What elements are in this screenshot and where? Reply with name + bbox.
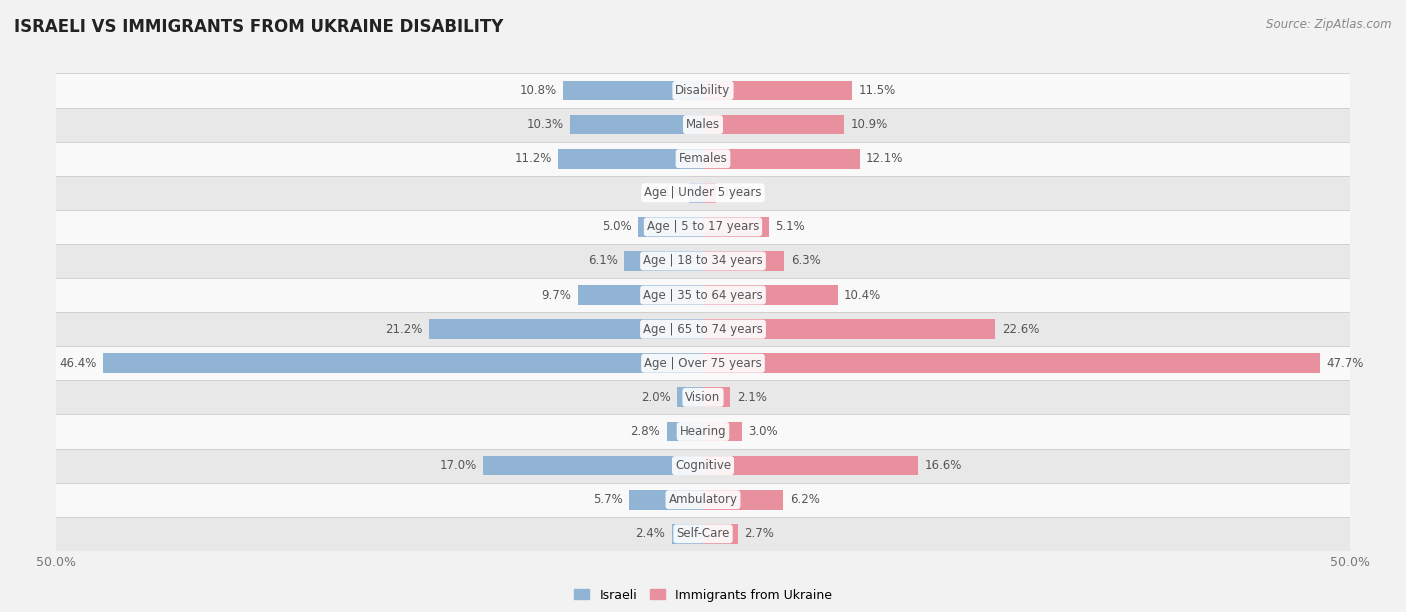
- Text: Males: Males: [686, 118, 720, 131]
- Bar: [578, 285, 703, 305]
- Text: 12.1%: 12.1%: [866, 152, 904, 165]
- Bar: [703, 285, 838, 305]
- Text: Females: Females: [679, 152, 727, 165]
- Bar: [56, 108, 1350, 141]
- Text: 2.8%: 2.8%: [630, 425, 661, 438]
- Bar: [56, 346, 1350, 380]
- Bar: [56, 73, 1350, 108]
- Text: Source: ZipAtlas.com: Source: ZipAtlas.com: [1267, 18, 1392, 31]
- Bar: [703, 183, 716, 203]
- Text: 1.1%: 1.1%: [652, 186, 682, 200]
- Bar: [703, 456, 918, 476]
- Text: 3.0%: 3.0%: [748, 425, 778, 438]
- Bar: [666, 422, 703, 441]
- Bar: [624, 251, 703, 271]
- Bar: [558, 149, 703, 168]
- Text: 11.2%: 11.2%: [515, 152, 551, 165]
- Text: 6.3%: 6.3%: [792, 255, 821, 267]
- Bar: [703, 524, 738, 543]
- Text: 2.0%: 2.0%: [641, 391, 671, 404]
- Bar: [703, 149, 859, 168]
- Text: Age | 18 to 34 years: Age | 18 to 34 years: [643, 255, 763, 267]
- Text: 1.0%: 1.0%: [723, 186, 752, 200]
- Bar: [703, 114, 844, 135]
- Text: 9.7%: 9.7%: [541, 289, 571, 302]
- Bar: [56, 517, 1350, 551]
- Bar: [56, 414, 1350, 449]
- Bar: [678, 387, 703, 407]
- Bar: [56, 483, 1350, 517]
- Text: Disability: Disability: [675, 84, 731, 97]
- Text: Cognitive: Cognitive: [675, 459, 731, 472]
- Text: 22.6%: 22.6%: [1002, 323, 1039, 335]
- Bar: [638, 217, 703, 237]
- Text: 6.2%: 6.2%: [790, 493, 820, 506]
- Text: Ambulatory: Ambulatory: [668, 493, 738, 506]
- Text: Age | 35 to 64 years: Age | 35 to 64 years: [643, 289, 763, 302]
- Text: Vision: Vision: [685, 391, 721, 404]
- Bar: [103, 353, 703, 373]
- Bar: [56, 449, 1350, 483]
- Text: 10.3%: 10.3%: [526, 118, 564, 131]
- Bar: [703, 387, 730, 407]
- Bar: [56, 210, 1350, 244]
- Text: 5.7%: 5.7%: [593, 493, 623, 506]
- Text: 6.1%: 6.1%: [588, 255, 617, 267]
- Bar: [56, 244, 1350, 278]
- Bar: [569, 114, 703, 135]
- Text: 2.4%: 2.4%: [636, 528, 665, 540]
- Bar: [672, 524, 703, 543]
- Text: 2.7%: 2.7%: [744, 528, 775, 540]
- Text: 21.2%: 21.2%: [385, 323, 422, 335]
- Text: 46.4%: 46.4%: [59, 357, 97, 370]
- Text: ISRAELI VS IMMIGRANTS FROM UKRAINE DISABILITY: ISRAELI VS IMMIGRANTS FROM UKRAINE DISAB…: [14, 18, 503, 36]
- Text: Self-Care: Self-Care: [676, 528, 730, 540]
- Bar: [429, 319, 703, 339]
- Bar: [703, 422, 742, 441]
- Text: Age | Under 5 years: Age | Under 5 years: [644, 186, 762, 200]
- Text: 47.7%: 47.7%: [1326, 357, 1364, 370]
- Bar: [56, 380, 1350, 414]
- Legend: Israeli, Immigrants from Ukraine: Israeli, Immigrants from Ukraine: [569, 584, 837, 606]
- Text: 2.1%: 2.1%: [737, 391, 766, 404]
- Text: 10.8%: 10.8%: [520, 84, 557, 97]
- Bar: [703, 81, 852, 100]
- Bar: [630, 490, 703, 510]
- Bar: [56, 176, 1350, 210]
- Text: Hearing: Hearing: [679, 425, 727, 438]
- Text: 17.0%: 17.0%: [440, 459, 477, 472]
- Bar: [484, 456, 703, 476]
- Bar: [703, 490, 783, 510]
- Text: 10.9%: 10.9%: [851, 118, 887, 131]
- Bar: [56, 278, 1350, 312]
- Text: Age | 65 to 74 years: Age | 65 to 74 years: [643, 323, 763, 335]
- Text: 5.0%: 5.0%: [602, 220, 631, 233]
- Bar: [703, 353, 1320, 373]
- Bar: [703, 251, 785, 271]
- Text: 10.4%: 10.4%: [844, 289, 882, 302]
- Bar: [689, 183, 703, 203]
- Bar: [703, 319, 995, 339]
- Text: 16.6%: 16.6%: [924, 459, 962, 472]
- Bar: [56, 141, 1350, 176]
- Bar: [564, 81, 703, 100]
- Text: 5.1%: 5.1%: [776, 220, 806, 233]
- Bar: [56, 312, 1350, 346]
- Text: Age | Over 75 years: Age | Over 75 years: [644, 357, 762, 370]
- Text: Age | 5 to 17 years: Age | 5 to 17 years: [647, 220, 759, 233]
- Text: 11.5%: 11.5%: [858, 84, 896, 97]
- Bar: [703, 217, 769, 237]
